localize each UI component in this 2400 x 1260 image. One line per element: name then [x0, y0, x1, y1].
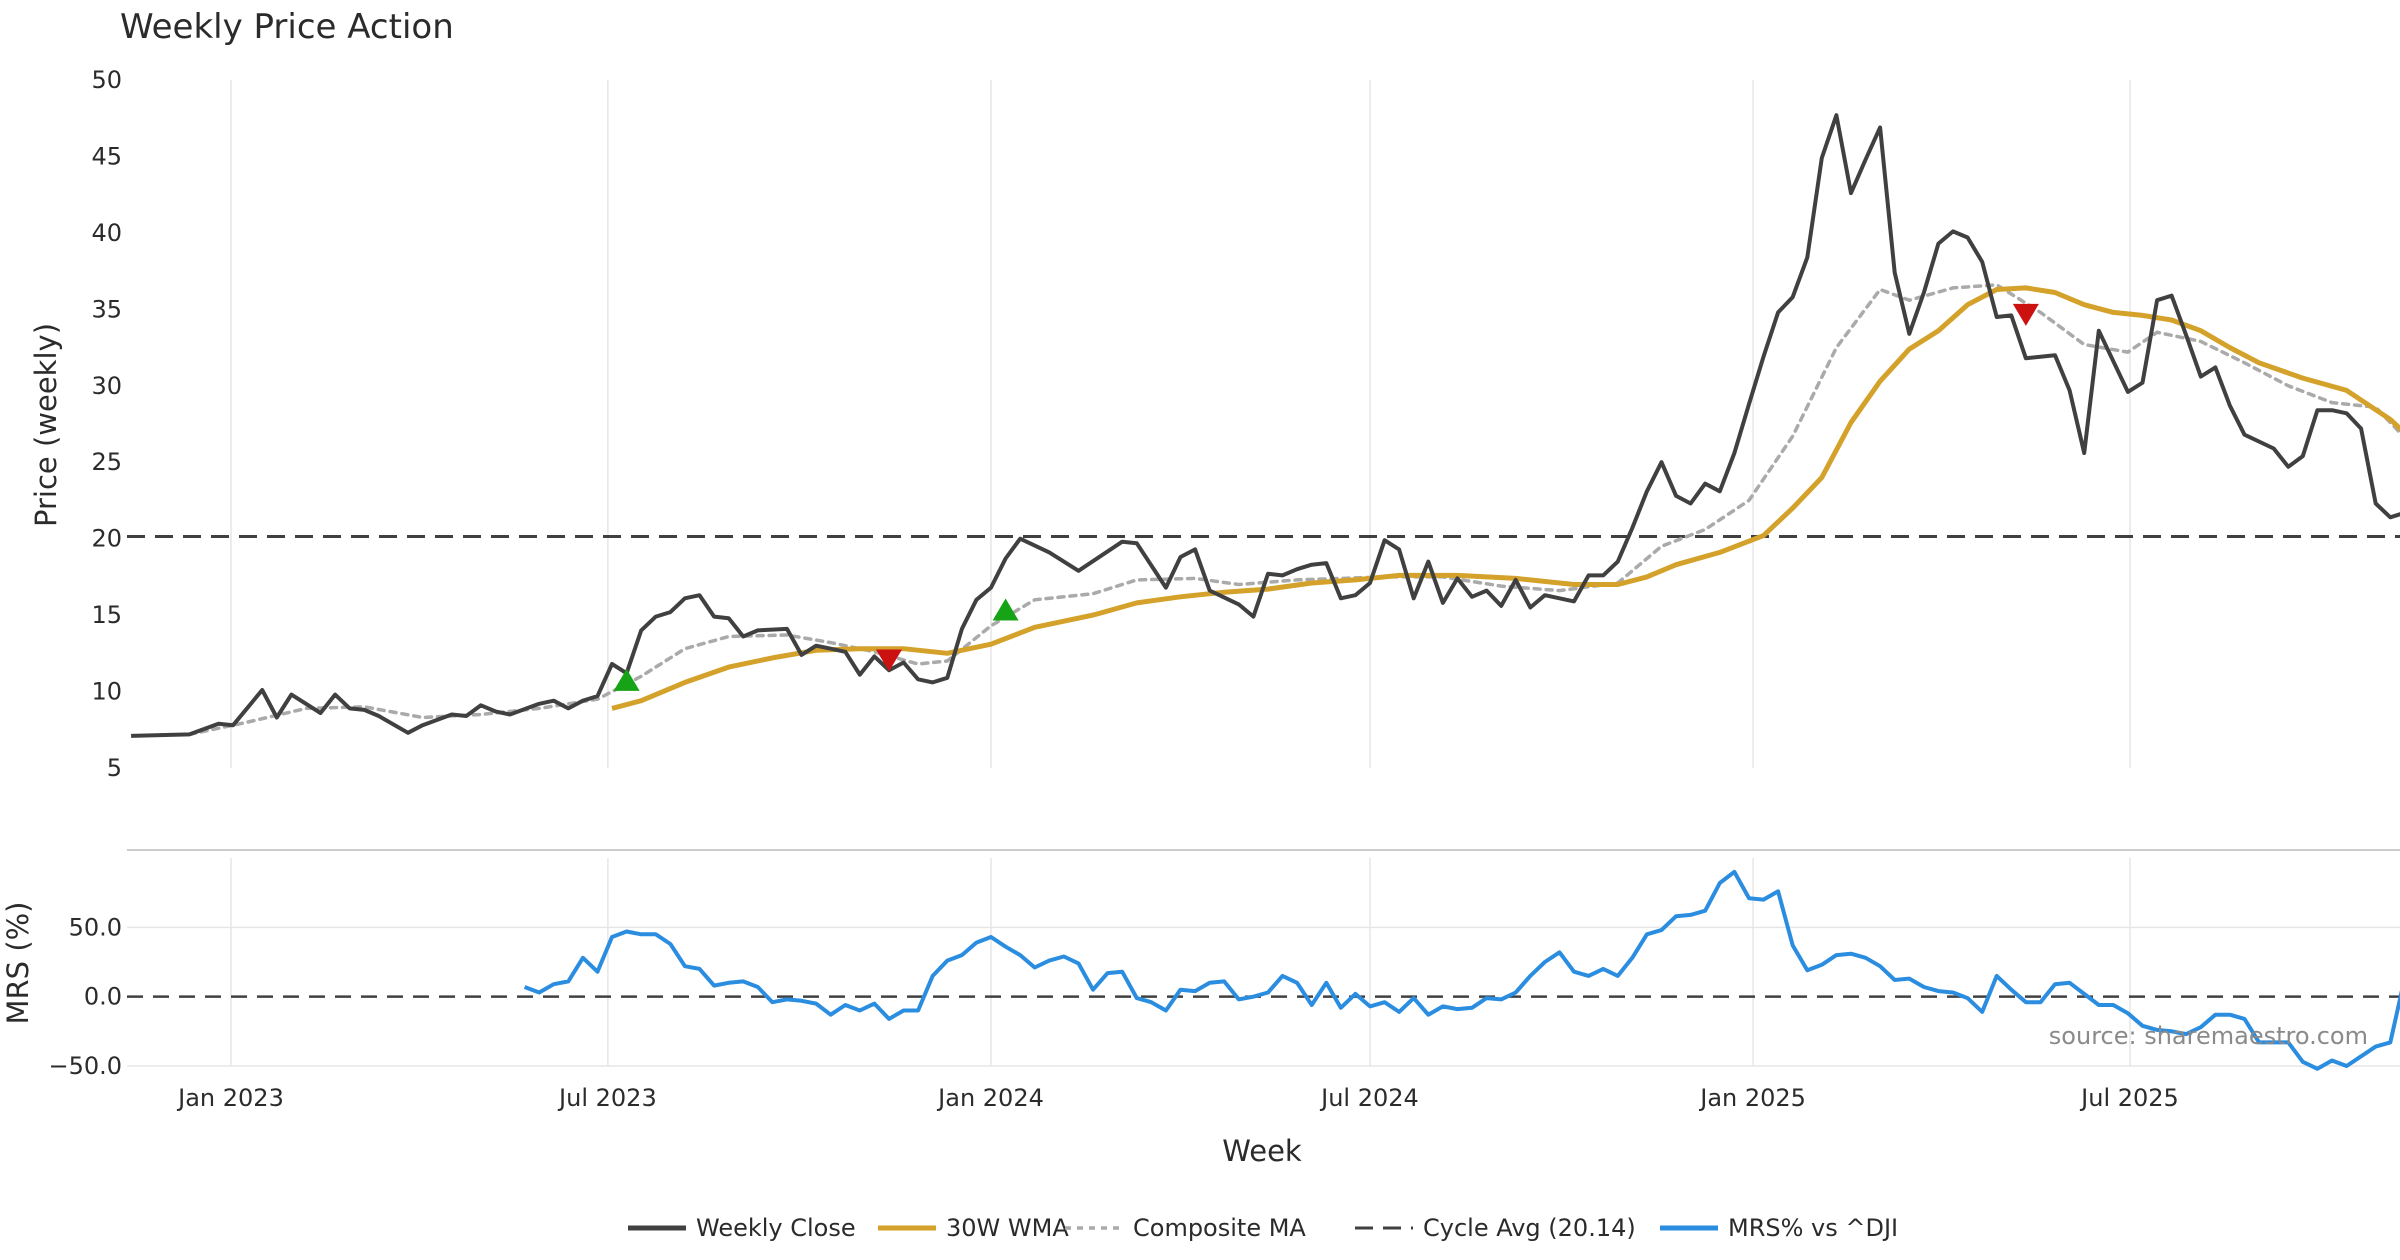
mrs-y-tick-label: 50.0 [69, 913, 122, 941]
chart-title: Weekly Price Action [120, 7, 454, 47]
x-tick-label: Jul 2025 [2079, 1084, 2179, 1112]
wma-30w-line [611, 285, 2400, 711]
signal-markers [613, 303, 2039, 691]
price-y-tick-label: 25 [91, 448, 122, 476]
mrs-y-tick-label: −50.0 [48, 1052, 122, 1080]
price-y-tick-label: 40 [91, 219, 122, 247]
legend-label-close: Weekly Close [696, 1214, 856, 1242]
x-axis-ticks: Jan 2023 Jul 2023 Jan 2024 Jul 2024 Jan 2025… [176, 1084, 2179, 1112]
price-y-tick-label: 50 [91, 66, 122, 94]
x-axis-label: Week [1222, 1134, 1302, 1168]
x-tick-label: Jan 2025 [1698, 1084, 1806, 1112]
price-y-axis-ticks: 5 10 15 20 25 30 35 40 45 50 [91, 66, 122, 782]
mrs-axis-label: MRS (%) [1, 902, 35, 1025]
mrs-series-group [127, 869, 2400, 1071]
buy-signal-marker [613, 668, 640, 691]
composite-ma-line [187, 283, 2400, 737]
legend-label-mrs: MRS% vs ^DJI [1728, 1214, 1898, 1242]
mrs-y-tick-label: 0.0 [84, 983, 122, 1011]
x-tick-label: Jul 2023 [557, 1084, 657, 1112]
price-y-tick-label: 15 [91, 601, 122, 629]
price-y-tick-label: 35 [91, 295, 122, 323]
weekly-close-line [131, 113, 2400, 738]
legend-label-cycle: Cycle Avg (20.14) [1423, 1214, 1636, 1242]
source-label: source: sharemaestro.com [2049, 1022, 2368, 1050]
price-y-tick-label: 45 [91, 142, 122, 170]
price-y-tick-label: 10 [91, 678, 122, 706]
mrs-y-axis-ticks: 50.0 0.0 −50.0 [48, 913, 122, 1080]
mrs-panel-grid [127, 858, 2400, 1067]
legend-label-composite: Composite MA [1133, 1214, 1306, 1242]
legend-label-wma: 30W WMA [946, 1214, 1069, 1242]
x-tick-label: Jan 2024 [936, 1084, 1044, 1112]
x-tick-label: Jan 2023 [176, 1084, 284, 1112]
sell-signal-marker [2012, 303, 2039, 326]
price-panel-grid [230, 80, 2131, 768]
price-y-tick-label: 20 [91, 525, 122, 553]
sell-signal-marker [875, 649, 902, 672]
price-series-group [127, 113, 2400, 738]
chart-legend: Weekly Close 30W WMA Composite MA Cycle Avg… [628, 1214, 1898, 1242]
buy-signal-marker [992, 598, 1019, 621]
x-tick-label: Jul 2024 [1319, 1084, 1419, 1112]
price-y-tick-label: 5 [107, 754, 122, 782]
price-y-tick-label: 30 [91, 372, 122, 400]
price-axis-label: Price (weekly) [29, 323, 63, 527]
mrs-line [523, 869, 2400, 1071]
